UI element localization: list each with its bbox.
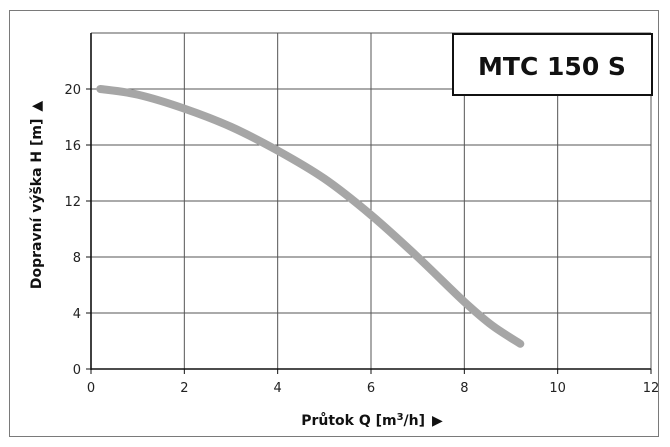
- y-tick-label: 16: [64, 139, 81, 154]
- y-axis-title-text: Dopravní výška H [m]: [29, 119, 45, 290]
- x-axis-title-rest: /h]: [404, 413, 425, 429]
- x-tick-label: 12: [643, 381, 660, 396]
- x-tick-label: 4: [274, 381, 282, 396]
- y-tick-label: 20: [64, 83, 81, 98]
- x-axis-title-superscript: 3: [397, 412, 404, 423]
- grid-lines: [91, 32, 652, 369]
- x-tick-label: 8: [460, 381, 468, 396]
- axes: [86, 33, 652, 374]
- model-label: MTC 150 S: [478, 52, 626, 81]
- y-axis-arrow: ▲: [29, 101, 45, 112]
- y-tick-label: 8: [73, 251, 81, 266]
- x-tick-label: 10: [549, 381, 566, 396]
- series-layer: [96, 85, 525, 348]
- x-axis-title-text: Průtok Q [m3/h]: [301, 412, 425, 429]
- tick-labels: 0 2 4 6 8 10 12 0 4 8 12 16 20: [64, 83, 659, 396]
- y-tick-label: 4: [73, 307, 81, 322]
- y-tick-label: 0: [73, 363, 81, 378]
- x-tick-label: 0: [87, 381, 95, 396]
- series-line-pump-curve: [96, 85, 525, 348]
- y-axis-title: Dopravní výška H [m] ▲: [29, 101, 45, 290]
- x-axis-arrow: ▶: [432, 413, 443, 429]
- model-label-box: MTC 150 S: [452, 33, 653, 96]
- x-tick-label: 2: [180, 381, 188, 396]
- x-axis-title: Průtok Q [m3/h] ▶: [301, 412, 443, 429]
- x-tick-label: 6: [367, 381, 375, 396]
- y-tick-label: 12: [64, 195, 81, 210]
